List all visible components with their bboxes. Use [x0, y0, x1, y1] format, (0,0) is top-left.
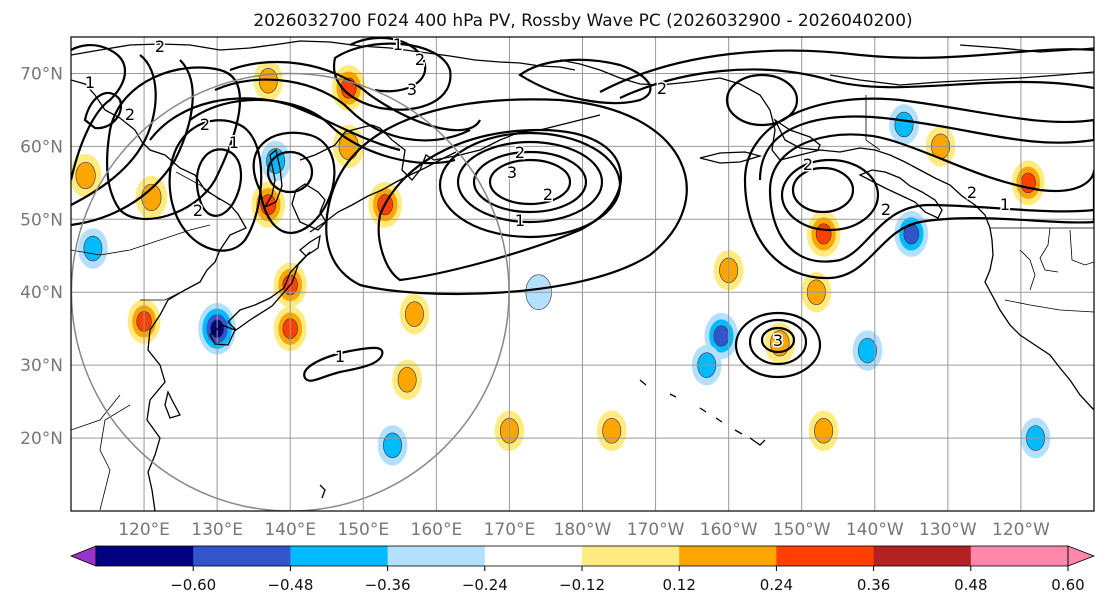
- contour-label: 2: [415, 50, 425, 69]
- longitude-labels: 120°E 130°E 140°E 150°E 160°E 170°E 180°W 170°W…: [118, 520, 1050, 540]
- latitude-labels: 70°N 60°N 50°N 40°N 30°N 20°N: [20, 64, 63, 449]
- lon-tick-label: 170°W: [627, 520, 685, 540]
- pv-anomaly-patch: [383, 432, 402, 459]
- contour-label: 2: [657, 79, 667, 98]
- lon-tick-label: 140°E: [264, 520, 316, 540]
- contour-labels: 2 1 2 2 1 2 2 1 3 3 2 2 1 2 2 2 1 1 2 3: [83, 35, 1011, 368]
- colorbar-segment: [873, 546, 972, 566]
- lat-tick-label: 30°N: [20, 356, 63, 376]
- colorbar-segment: [776, 546, 875, 566]
- colorbar-segment: [679, 546, 777, 566]
- colorbar-tick-label: 0.48: [954, 576, 987, 594]
- lon-tick-label: 150°W: [773, 520, 831, 540]
- contour-label: 3: [407, 80, 417, 99]
- contour-ring: [734, 311, 822, 379]
- colorbar-segment: [387, 546, 486, 566]
- pv-anomaly-patch: [602, 418, 622, 444]
- pv-anomaly-patch: [894, 111, 914, 138]
- colorbar-tick-label: −0.24: [462, 576, 508, 594]
- colorbar-tick-label: 0.36: [857, 576, 890, 594]
- contour-label: 2: [515, 143, 525, 162]
- lat-tick-label: 70°N: [20, 64, 63, 84]
- political-borders: [71, 95, 1094, 511]
- lat-tick-label: 40°N: [20, 283, 63, 303]
- lat-tick-label: 20°N: [20, 429, 63, 449]
- contour-ring: [791, 166, 855, 214]
- lat-tick-label: 50°N: [20, 210, 63, 230]
- colorbar-segment: [970, 546, 1069, 566]
- figure-title: 2026032700 F024 400 hPa PV, Rossby Wave …: [253, 11, 912, 31]
- contour-ring: [780, 158, 880, 232]
- colorbar-segment: [484, 546, 583, 566]
- colorbar-tick-label: 0.60: [1051, 576, 1084, 594]
- colorbar-tick-label: 0.12: [662, 576, 695, 594]
- contour-label: 3: [507, 163, 517, 182]
- contour-ring: [725, 73, 799, 127]
- pv-anomaly-patch: [75, 161, 96, 190]
- colorbar-segment: [582, 546, 680, 566]
- contour-label: 2: [967, 183, 977, 202]
- contour-label: 1: [85, 73, 95, 92]
- colorbar-extend-high: [1067, 545, 1096, 567]
- contour-label: 1: [229, 133, 239, 152]
- lon-tick-label: 170°E: [484, 520, 536, 540]
- contour-label: 2: [125, 105, 135, 124]
- contour-ring: [456, 140, 604, 224]
- pv-anomaly-patch: [858, 337, 877, 364]
- contour-ring: [266, 150, 314, 194]
- contour-ring: [760, 326, 796, 354]
- colorbar-tick-label: −0.36: [365, 576, 411, 594]
- pv-anomaly-patch: [713, 325, 730, 347]
- lon-tick-label: 160°W: [700, 520, 758, 540]
- colorbar-tick-label: −0.48: [267, 576, 313, 594]
- contour-label: 2: [155, 37, 165, 56]
- colorbar: [69, 545, 1096, 567]
- pv-anomaly-patch: [404, 301, 424, 327]
- contour-ring: [748, 318, 808, 366]
- lon-tick-label: 130°E: [191, 520, 243, 540]
- colorbar-tick-label: −0.12: [559, 576, 605, 594]
- contour-label: 1: [515, 211, 525, 230]
- contour-label: 2: [200, 115, 210, 134]
- colorbar-segment: [193, 546, 291, 566]
- contour-ring: [472, 150, 588, 214]
- lon-tick-label: 160°E: [411, 520, 463, 540]
- contour-ring: [488, 158, 572, 206]
- pv-anomaly-patch: [815, 223, 832, 245]
- contour-label: 2: [543, 185, 553, 204]
- pv-anomaly-patch: [397, 366, 417, 393]
- map-frame: [70, 36, 1095, 512]
- lon-tick-label: 120°W: [992, 520, 1050, 540]
- lat-tick-label: 60°N: [20, 137, 63, 157]
- colorbar-tick-label: −0.60: [170, 576, 216, 594]
- lon-tick-label: 130°W: [919, 520, 977, 540]
- pv-anomaly-patch: [770, 330, 790, 357]
- colorbar-segment: [290, 546, 389, 566]
- contour-label: 1: [1000, 195, 1010, 214]
- contour-label: 1: [335, 347, 345, 366]
- colorbar-extend-low: [69, 545, 97, 567]
- lon-tick-label: 150°E: [337, 520, 389, 540]
- contour-label: 2: [803, 155, 813, 174]
- lon-tick-label: 120°E: [118, 520, 170, 540]
- pv-anomaly-patch: [83, 235, 103, 262]
- pv-anomaly-patch: [814, 418, 834, 444]
- contour-label: 2: [193, 201, 203, 220]
- contour-label: 3: [773, 331, 783, 350]
- colorbar-ticks: −0.60 −0.48 −0.36 −0.24 −0.12 0.12 0.24 0.36 0.4…: [170, 566, 1085, 594]
- colorbar-segment: [96, 546, 194, 566]
- lon-tick-label: 140°W: [846, 520, 904, 540]
- lon-tick-label: 180°W: [554, 520, 612, 540]
- contour-label: 1: [393, 35, 403, 54]
- contour-label: 2: [881, 200, 891, 219]
- pv-contour-layer: [71, 37, 1094, 382]
- colorbar-tick-label: 0.24: [760, 576, 793, 594]
